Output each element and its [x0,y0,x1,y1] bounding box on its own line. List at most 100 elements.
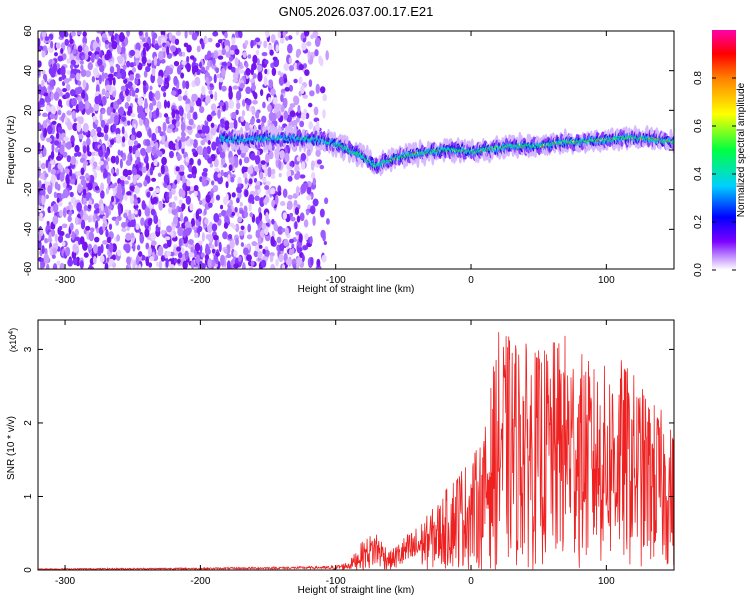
heatmap-cell [171,208,178,216]
heatmap-cell [235,237,239,246]
heatmap-cell [163,113,169,118]
heatmap-cell [200,252,205,258]
heatmap-cell [116,44,122,55]
heatmap-cell [228,164,233,172]
heatmap-cell [253,250,259,258]
heatmap-cell [152,32,158,39]
heatmap-cell [163,71,168,79]
heatmap-cell [296,156,301,162]
heatmap-cell [134,97,139,103]
heatmap-cell [63,77,70,84]
heatmap-cell [50,173,57,184]
heatmap-cell [59,230,65,237]
heatmap-cell [185,156,190,163]
heatmap-cell [171,201,176,210]
heatmap-cell [269,49,274,56]
heatmap-cell [277,225,284,235]
heatmap-cell [153,214,159,225]
heatmap-cell [263,40,268,49]
heatmap-cell [245,62,249,68]
heatmap-cell [39,153,43,159]
heatmap-cell [151,177,157,182]
heatmap-cell [46,220,50,226]
heatmap-cell [111,40,118,50]
heatmap-cell [108,258,115,265]
heatmap-cell [299,212,305,222]
heatmap-cell [135,255,140,266]
heatmap-cell [223,120,230,131]
heatmap-cell [106,106,112,116]
heatmap-cell [115,63,119,68]
heatmap-cell [288,64,295,72]
heatmap-cell [38,233,42,241]
heatmap-cell [94,209,100,214]
heatmap-cell [64,38,70,46]
heatmap-cell [304,233,309,241]
heatmap-cell [276,111,281,117]
heatmap-cell [126,191,132,196]
chart-title: GN05.2026.037.00.17.E21 [279,4,434,19]
heatmap-cell [225,181,229,189]
heatmap-cell [244,39,249,46]
heatmap-cell [194,76,201,87]
heatmap-cell [94,119,99,125]
heatmap-cell [236,102,241,110]
heatmap-cell [102,240,108,245]
heatmap-cell [173,195,178,201]
heatmap-cell [160,229,166,235]
heatmap-cell [282,188,288,198]
heatmap-cell [297,104,301,114]
heatmap-cell [184,250,190,260]
heatmap-cell [241,99,246,107]
heatmap-cell [140,111,146,120]
heatmap-cell [116,234,120,242]
heatmap-cell [54,233,58,243]
heatmap-cell [227,173,231,183]
heatmap-cell [57,109,62,116]
heatmap-cell [223,171,229,178]
heatmap-cell [79,60,84,65]
heatmap-cell [177,95,183,102]
heatmap-cell [132,150,136,155]
heatmap-cell [150,232,157,241]
heatmap-cell [270,263,276,269]
heatmap-cell [109,139,115,145]
heatmap-cell [220,209,226,217]
heatmap-cell [168,124,175,130]
heatmap-cell [221,266,228,269]
heatmap-cell [41,245,45,255]
heatmap-cell [144,207,151,217]
heatmap-cell [301,161,306,170]
heatmap-cell [187,173,193,179]
heatmap-cell [180,121,186,132]
heatmap-cell [234,223,240,233]
heatmap-cell [131,167,137,176]
heatmap-cell [250,153,256,161]
heatmap-cell [217,173,222,178]
heatmap-cell [121,116,126,122]
heatmap-cell [94,150,99,157]
heatmap-cell [291,243,295,249]
heatmap-cell [178,139,182,150]
heatmap-cell [185,103,191,113]
heatmap-cell [143,42,149,48]
heatmap-cell [160,164,165,175]
heatmap-cell [90,151,97,156]
heatmap-cell [226,260,231,269]
heatmap-cell [120,46,126,54]
heatmap-cell [85,192,90,201]
heatmap-cell [268,79,274,89]
heatmap-cell [303,31,310,37]
heatmap-cell [123,212,128,219]
heatmap-cell [294,62,298,71]
heatmap-cell [199,200,203,205]
heatmap-cell [55,42,61,49]
heatmap-cell [239,82,245,89]
heatmap-cell [89,227,95,233]
heatmap-cell [231,192,236,198]
heatmap-cell [215,136,220,147]
heatmap-cell [78,116,84,125]
heatmap-cell [135,223,140,230]
heatmap-cell [62,53,67,60]
